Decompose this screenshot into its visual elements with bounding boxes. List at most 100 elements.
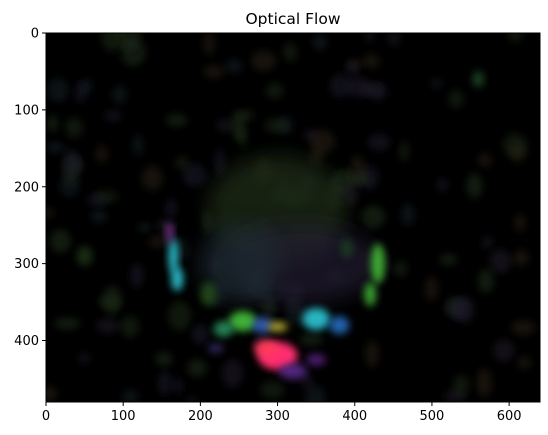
flow-texture <box>346 61 358 78</box>
flow-texture <box>176 236 189 262</box>
flow-texture <box>203 64 225 79</box>
flow-region-purple <box>207 343 224 354</box>
flow-texture <box>360 205 386 229</box>
flow-texture <box>448 297 470 320</box>
flow-texture <box>47 78 69 102</box>
flow-texture <box>120 315 140 338</box>
flow-texture <box>148 235 168 248</box>
flow-texture <box>478 268 494 294</box>
flow-region-green <box>472 71 485 88</box>
flow-texture <box>299 333 324 346</box>
flow-texture <box>78 352 90 364</box>
flow-region-purple <box>306 353 327 366</box>
flow-texture <box>364 33 375 43</box>
flow-texture <box>430 78 443 89</box>
flow-texture <box>476 368 493 398</box>
flow-texture <box>187 358 207 377</box>
flow-texture <box>46 141 66 153</box>
flow-texture <box>230 110 246 140</box>
flow-texture <box>46 207 55 218</box>
flow-texture <box>186 396 197 402</box>
plot-area <box>46 33 540 402</box>
flow-region-green-right <box>364 282 377 307</box>
flow-texture <box>329 73 351 98</box>
x-tick-label: 100 <box>111 409 136 424</box>
flow-texture <box>155 351 173 367</box>
flow-texture <box>513 249 529 267</box>
flow-texture <box>311 129 335 155</box>
flow-texture <box>85 194 109 206</box>
flow-region-cyan-left <box>171 267 184 291</box>
flow-texture <box>367 133 391 151</box>
y-tick-label: 100 <box>14 103 39 118</box>
flow-texture <box>101 33 124 52</box>
flow-texture <box>65 117 84 139</box>
y-tick-label: 300 <box>14 257 39 272</box>
flow-texture <box>95 318 120 334</box>
flow-texture <box>221 359 244 388</box>
flow-texture <box>102 285 122 315</box>
flow-texture <box>507 33 523 42</box>
flow-texture <box>436 177 449 193</box>
flow-texture <box>264 118 287 134</box>
flow-texture <box>182 163 208 188</box>
y-tick-label: 200 <box>14 180 39 195</box>
x-tick-label: 500 <box>420 409 445 424</box>
flow-texture <box>104 109 122 122</box>
flow-region-purple <box>279 363 307 380</box>
flow-region-green-right <box>370 243 385 284</box>
flow-texture <box>214 147 226 177</box>
flow-texture <box>121 389 139 402</box>
chart-title: Optical Flow <box>245 10 340 28</box>
flow-texture <box>90 208 108 224</box>
flow-texture <box>285 300 306 326</box>
flow-texture <box>250 50 277 72</box>
flow-texture <box>361 53 380 69</box>
flow-texture <box>514 213 526 232</box>
flow-texture <box>282 42 298 63</box>
flow-texture <box>141 165 163 191</box>
flow-texture <box>517 355 532 370</box>
flow-texture <box>398 141 410 162</box>
flow-region-green <box>200 282 217 307</box>
flow-texture <box>301 372 313 390</box>
flow-image <box>46 33 536 402</box>
y-tick-label: 0 <box>31 27 39 42</box>
flow-texture <box>510 320 536 336</box>
flow-texture <box>167 301 192 331</box>
flow-texture <box>165 114 188 127</box>
flow-texture <box>365 340 380 368</box>
flow-texture <box>198 223 279 304</box>
flow-texture <box>265 82 284 99</box>
flow-texture <box>387 33 401 47</box>
flow-texture <box>452 374 470 396</box>
flow-texture <box>312 33 328 51</box>
flow-texture <box>129 263 144 289</box>
flow-texture <box>165 198 177 218</box>
flow-texture <box>49 229 72 253</box>
flow-texture <box>191 324 210 345</box>
flow-texture <box>46 115 59 132</box>
flow-texture <box>224 58 243 74</box>
axes-frame <box>45 32 541 403</box>
flow-texture <box>203 33 215 56</box>
flow-texture <box>172 377 183 395</box>
flow-texture <box>346 76 371 98</box>
flow-texture <box>492 339 515 362</box>
x-tick-label: 0 <box>42 409 50 424</box>
flow-texture <box>75 81 87 104</box>
flow-texture <box>95 144 108 164</box>
flow-texture <box>489 249 512 274</box>
flow-texture <box>400 203 415 226</box>
flow-texture <box>46 386 58 402</box>
x-tick-label: 300 <box>265 409 290 424</box>
flow-texture <box>502 133 527 157</box>
flow-region-green <box>213 320 234 337</box>
flow-texture <box>112 84 127 105</box>
flow-region-blue <box>329 316 350 335</box>
x-tick-label: 400 <box>342 409 367 424</box>
flow-region-blue <box>252 317 273 334</box>
flow-texture <box>217 118 231 133</box>
flow-texture <box>448 89 464 108</box>
